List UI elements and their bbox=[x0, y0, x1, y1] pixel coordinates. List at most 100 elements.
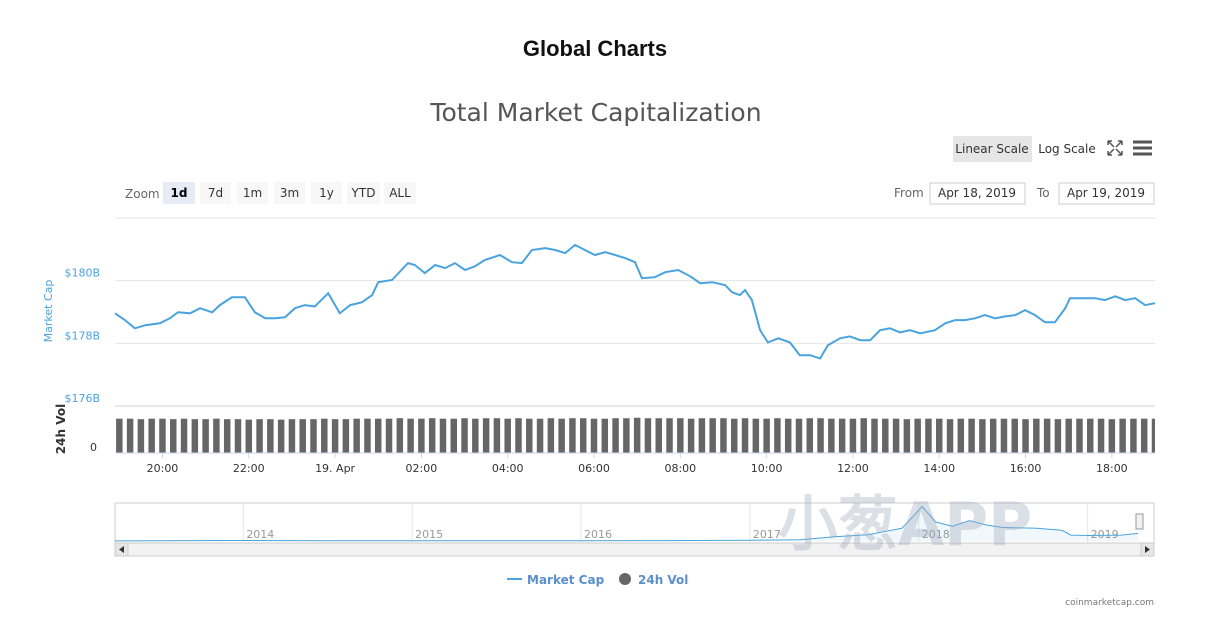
from-date[interactable]: Apr 18, 2019 bbox=[938, 186, 1016, 200]
watermark: 小葱APP bbox=[778, 490, 1032, 560]
volume-bar bbox=[321, 418, 328, 453]
volume-bar bbox=[482, 418, 490, 453]
volume-bar bbox=[882, 418, 889, 453]
volume-bar bbox=[126, 418, 134, 453]
linear-scale-label[interactable]: Linear Scale bbox=[955, 142, 1028, 156]
x-tick-label: 12:00 bbox=[837, 462, 869, 475]
volume-bar bbox=[1151, 418, 1155, 453]
volume-bar bbox=[979, 419, 986, 453]
zoom-buttons: 1d 7d 1m 3m 1y YTD ALL bbox=[163, 182, 416, 204]
chart-title: Total Market Capitalization bbox=[429, 98, 761, 127]
volume-bar bbox=[677, 418, 684, 453]
scroll-right-arrow bbox=[1145, 546, 1150, 553]
volume-bar bbox=[849, 418, 857, 453]
volume-bar bbox=[180, 418, 188, 453]
volume-bar bbox=[213, 418, 220, 453]
zoom-button-label[interactable]: 7d bbox=[208, 186, 223, 200]
linear-scale-button[interactable] bbox=[953, 136, 1032, 162]
volume-bar bbox=[925, 418, 932, 453]
volume-bar bbox=[623, 418, 630, 453]
volume-bar bbox=[256, 419, 263, 453]
navigator-line bbox=[114, 505, 1139, 542]
volume-bar bbox=[1000, 418, 1008, 453]
log-scale-button[interactable]: Log Scale bbox=[1038, 142, 1096, 156]
volume-bar bbox=[331, 419, 339, 453]
zoom-button-label[interactable]: 3m bbox=[280, 186, 299, 200]
from-label: From bbox=[894, 186, 924, 200]
credits: coinmarketcap.com bbox=[1065, 598, 1154, 608]
volume-bar bbox=[536, 418, 544, 453]
zoom-button[interactable] bbox=[274, 182, 305, 204]
volume-bar bbox=[601, 418, 609, 453]
volume-bar bbox=[267, 419, 274, 453]
zoom-button[interactable] bbox=[311, 182, 342, 204]
navigator-box bbox=[114, 502, 1155, 544]
volume-bar bbox=[666, 418, 673, 453]
y-tick-label: $180B bbox=[64, 267, 100, 280]
zoom-button[interactable] bbox=[347, 182, 380, 204]
volume-bar bbox=[375, 418, 382, 453]
volume-bar bbox=[277, 419, 285, 453]
from-input[interactable] bbox=[929, 182, 1026, 205]
y-tick-label: $178B bbox=[64, 329, 100, 342]
zoom-button-label[interactable]: 1y bbox=[319, 186, 334, 200]
volume-bar bbox=[1087, 418, 1094, 453]
volume-bar bbox=[903, 419, 911, 453]
volume-bar bbox=[871, 418, 878, 453]
fullscreen-icon[interactable] bbox=[1107, 140, 1123, 156]
volume-bar bbox=[148, 418, 155, 453]
volume-bar bbox=[741, 418, 749, 453]
zoom-button-label[interactable]: YTD bbox=[351, 186, 376, 200]
legend-dot-symbol[interactable] bbox=[619, 573, 631, 585]
navigator-tick-label: 2017 bbox=[753, 528, 781, 541]
zoom-button-label[interactable]: ALL bbox=[389, 186, 411, 200]
to-input[interactable] bbox=[1058, 182, 1155, 205]
volume-bar bbox=[1022, 419, 1029, 453]
volume-bar bbox=[450, 418, 457, 453]
volume-bar bbox=[828, 418, 835, 453]
volume-bar bbox=[245, 419, 253, 453]
x-tick-label: 10:00 bbox=[751, 462, 783, 475]
navigator-handle[interactable] bbox=[1135, 513, 1144, 530]
zoom-button[interactable] bbox=[237, 182, 268, 204]
volume-bar bbox=[752, 418, 760, 453]
zoom-button-label[interactable]: 1d bbox=[171, 186, 188, 200]
x-tick-label: 19. Apr bbox=[315, 462, 355, 475]
navigator-tick-label: 2016 bbox=[584, 528, 612, 541]
volume-bar bbox=[407, 418, 414, 453]
legend-label[interactable]: Market Cap bbox=[527, 573, 605, 587]
volume-bar bbox=[504, 418, 511, 453]
volume-bar bbox=[687, 418, 695, 453]
volume-bar bbox=[1011, 418, 1018, 453]
zoom-button[interactable] bbox=[384, 182, 416, 204]
volume-bar bbox=[806, 418, 814, 453]
volume-bar bbox=[385, 418, 393, 453]
volume-bar bbox=[935, 418, 943, 453]
navigator: 2014 2015 2016 2017 2018 2019 bbox=[114, 503, 1139, 543]
navigator-tick-label: 2019 bbox=[1091, 528, 1119, 541]
volume-bar bbox=[968, 418, 975, 453]
volume-bar bbox=[159, 418, 166, 453]
zoom-label: Zoom bbox=[125, 187, 160, 201]
legend-label[interactable]: 24h Vol bbox=[638, 573, 688, 587]
volume-bar bbox=[515, 418, 522, 453]
volume-bar bbox=[817, 418, 824, 453]
scroll-left-arrow bbox=[119, 546, 124, 553]
volume-bar bbox=[633, 417, 641, 453]
volume-axis-title: 24h Vol bbox=[54, 404, 68, 454]
menu-icon[interactable] bbox=[1133, 140, 1152, 156]
volume-bar bbox=[234, 419, 242, 453]
volume-bar bbox=[353, 418, 360, 453]
volume-bar bbox=[892, 418, 900, 453]
volume-bar bbox=[288, 419, 296, 453]
volume-bar bbox=[763, 418, 770, 453]
volume-bar bbox=[1043, 418, 1051, 453]
zoom-button[interactable] bbox=[200, 182, 231, 204]
volume-bar bbox=[310, 419, 317, 453]
volume-bar bbox=[989, 418, 997, 453]
to-date[interactable]: Apr 19, 2019 bbox=[1067, 186, 1145, 200]
zoom-button-label[interactable]: 1m bbox=[243, 186, 262, 200]
zoom-button[interactable] bbox=[163, 182, 195, 204]
volume-bar bbox=[1140, 418, 1148, 453]
volume-bar bbox=[946, 419, 954, 453]
